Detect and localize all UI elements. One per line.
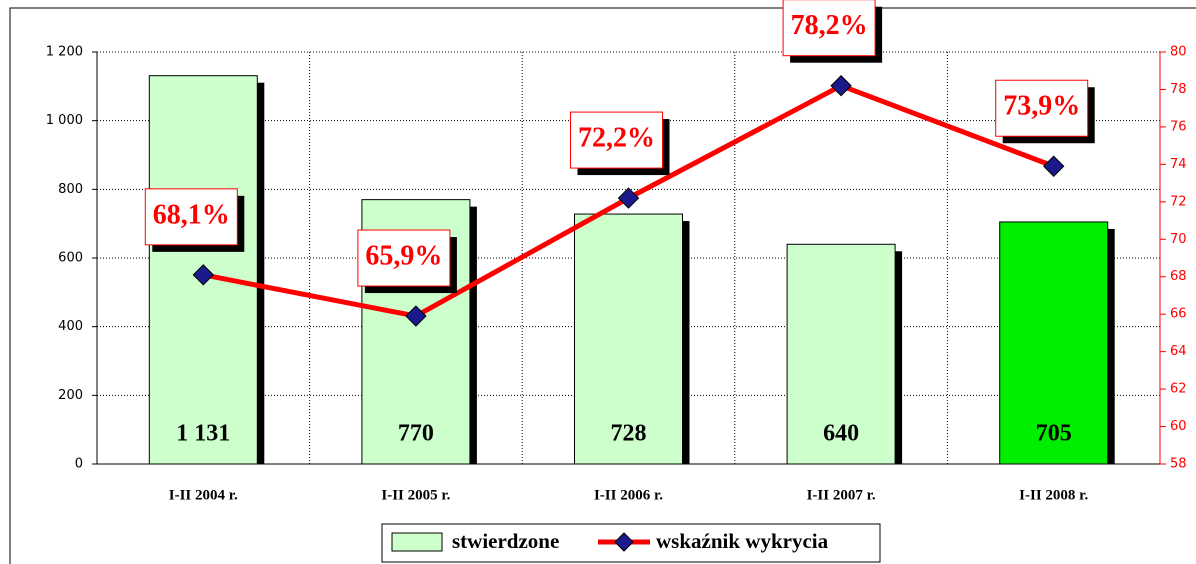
- y-tick-label: 800: [58, 182, 83, 197]
- y2-tick-label: 78: [1170, 82, 1187, 97]
- legend-marker: [614, 532, 634, 552]
- marker: [617, 187, 640, 209]
- line-value-label: 68,1%: [153, 199, 230, 230]
- y2-tick-label: 76: [1170, 119, 1187, 134]
- label-box: [782, 0, 876, 57]
- line-value-label: 78,2%: [791, 10, 868, 41]
- legend-swatch: [391, 532, 443, 552]
- y2-tick-label: 70: [1170, 232, 1187, 247]
- bar-value-label: 770: [398, 421, 434, 447]
- y-tick-label: 1 200: [46, 45, 83, 60]
- y-tick-label: 200: [58, 388, 83, 403]
- legend-label: wskaźnik wykrycia: [656, 529, 829, 553]
- legend: stwierdzone wskaźnik wykrycia: [381, 523, 881, 563]
- chart-frame: [9, 7, 1196, 564]
- line-value-label: 65,9%: [365, 240, 442, 271]
- marker: [830, 75, 852, 97]
- x-tick-label: I-II 2006 r.: [594, 487, 663, 503]
- y2-tick-label: 68: [1170, 269, 1187, 284]
- bar-value-label: 728: [611, 421, 647, 447]
- label-box: [995, 79, 1089, 137]
- y2-tick-label: 64: [1170, 344, 1187, 359]
- y2-tick-label: 60: [1170, 419, 1187, 434]
- x-tick-label: I-II 2005 r.: [381, 487, 450, 503]
- y-tick-label: 0: [75, 457, 83, 472]
- bar-value-label: 705: [1036, 421, 1072, 447]
- label-box: [144, 188, 238, 246]
- y2-tick-label: 62: [1170, 382, 1187, 397]
- line-value-label: 72,2%: [578, 122, 655, 153]
- y-tick-label: 400: [58, 319, 83, 334]
- marker: [192, 264, 215, 286]
- x-tick-label: I-II 2004 r.: [169, 487, 238, 503]
- label-box: [570, 111, 663, 169]
- bar: [786, 243, 896, 465]
- line-value-label: 73,9%: [1003, 91, 1080, 122]
- y2-tick-label: 80: [1170, 45, 1187, 60]
- y2-tick-label: 66: [1170, 307, 1187, 322]
- x-tick-label: I-II 2007 r.: [807, 487, 876, 503]
- y2-tick-label: 74: [1170, 157, 1187, 172]
- marker: [405, 305, 427, 327]
- y-tick-label: 1 000: [46, 113, 83, 128]
- bar-value-label: 1 131: [176, 421, 230, 447]
- marker: [1042, 155, 1065, 177]
- x-tick-label: I-II 2008 r.: [1019, 487, 1088, 503]
- bar-value-label: 640: [823, 421, 859, 447]
- label-box: [357, 229, 451, 287]
- legend-label: stwierdzone: [452, 529, 559, 553]
- y2-tick-label: 58: [1170, 457, 1187, 472]
- y2-tick-label: 72: [1170, 194, 1187, 209]
- bar: [574, 213, 683, 465]
- bar: [999, 221, 1109, 465]
- y-tick-label: 600: [58, 251, 83, 266]
